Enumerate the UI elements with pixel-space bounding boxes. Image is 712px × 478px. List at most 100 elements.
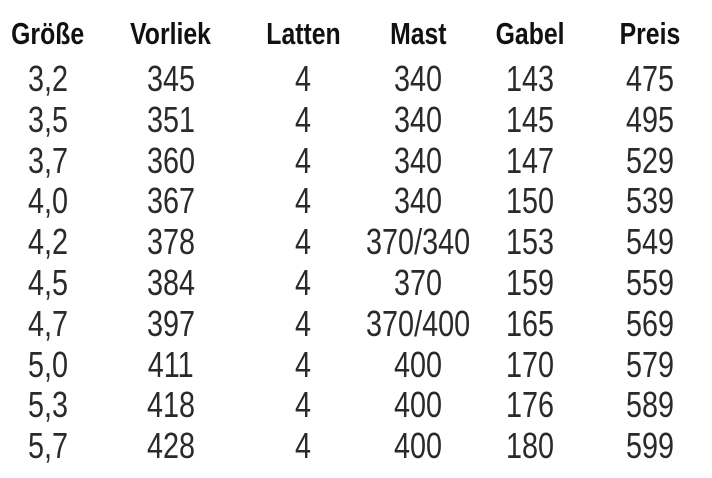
cell-gabel: 153 — [460, 222, 600, 262]
cell-value: 400 — [393, 343, 443, 385]
cell-groesse: 3,5 — [0, 98, 118, 140]
cell-value: 549 — [625, 221, 675, 263]
cell-value: 159 — [505, 262, 555, 303]
cell-value: 4,2 — [27, 221, 69, 263]
cell-value: 4,7 — [27, 302, 69, 344]
cell-value: 397 — [146, 302, 196, 344]
cell-value: 370/400 — [365, 302, 471, 344]
cell-value: 589 — [625, 384, 675, 426]
cell-preis: 579 — [580, 343, 712, 385]
cell-preis: 529 — [580, 139, 712, 181]
header-mast: Mast — [348, 14, 488, 54]
header-preis: Preis — [580, 14, 712, 54]
cell-vorliek: 384 — [101, 263, 241, 303]
cell-value: 495 — [625, 98, 675, 140]
cell-vorliek: 367 — [101, 181, 241, 221]
cell-groesse: 4,7 — [0, 302, 118, 344]
cell-value: 345 — [146, 58, 196, 99]
cell-preis: 475 — [580, 59, 712, 99]
cell-value: 367 — [146, 180, 196, 222]
cell-value: 529 — [625, 139, 675, 181]
header-label: Mast — [389, 16, 447, 51]
cell-value: 4 — [294, 98, 312, 140]
cell-latten: 4 — [233, 140, 373, 181]
cell-value: 539 — [625, 180, 675, 222]
table-row: 5,7 428 4 400 180 599 — [0, 426, 712, 466]
cell-value: 147 — [505, 139, 555, 181]
cell-value: 4 — [294, 58, 312, 99]
cell-gabel: 159 — [460, 263, 600, 303]
cell-latten: 4 — [233, 385, 373, 425]
cell-value: 360 — [146, 139, 196, 181]
cell-value: 4 — [294, 302, 312, 344]
table-row: 3,5 351 4 340 145 495 — [0, 98, 712, 140]
cell-preis: 559 — [580, 263, 712, 303]
header-groesse: Größe — [0, 14, 118, 54]
header-gabel: Gabel — [460, 14, 600, 54]
cell-groesse: 3,7 — [0, 139, 118, 181]
header-label: Größe — [11, 16, 85, 51]
cell-value: 428 — [146, 425, 196, 467]
cell-latten: 4 — [233, 181, 373, 221]
cell-value: 340 — [393, 180, 443, 222]
cell-mast: 370/340 — [348, 222, 488, 262]
cell-mast: 400 — [348, 385, 488, 425]
cell-value: 3,7 — [27, 139, 69, 181]
cell-value: 411 — [148, 343, 194, 385]
cell-preis: 569 — [580, 303, 712, 344]
header-label: Latten — [265, 16, 341, 51]
cell-value: 145 — [505, 98, 555, 140]
cell-vorliek: 411 — [101, 343, 241, 385]
cell-groesse: 4,5 — [0, 263, 118, 303]
cell-value: 153 — [505, 221, 555, 263]
cell-value: 378 — [146, 221, 196, 263]
table-row: 4,0 367 4 340 150 539 — [0, 181, 712, 221]
cell-value: 4,0 — [27, 180, 69, 222]
table-row: 5,0 411 4 400 170 579 — [0, 343, 712, 385]
cell-value: 418 — [146, 384, 196, 426]
cell-vorliek: 397 — [101, 302, 241, 344]
table-row: 3,7 360 4 340 147 529 — [0, 139, 712, 181]
cell-latten: 4 — [233, 263, 373, 303]
cell-value: 340 — [393, 98, 443, 140]
cell-value: 4 — [294, 262, 312, 303]
cell-value: 370 — [393, 262, 443, 303]
cell-latten: 4 — [233, 426, 373, 466]
cell-value: 384 — [146, 262, 196, 303]
cell-mast: 340 — [348, 140, 488, 181]
cell-vorliek: 351 — [101, 98, 241, 140]
cell-gabel: 143 — [460, 59, 600, 99]
cell-value: 176 — [505, 384, 555, 426]
cell-value: 400 — [393, 384, 443, 426]
cell-vorliek: 360 — [101, 139, 241, 181]
table-header-row: Größe Vorliek Latten Mast Gabel Preis — [0, 14, 712, 54]
cell-value: 143 — [505, 58, 555, 99]
cell-vorliek: 345 — [101, 59, 241, 99]
cell-value: 475 — [625, 58, 675, 99]
cell-gabel: 165 — [460, 302, 600, 344]
cell-preis: 495 — [580, 98, 712, 140]
cell-gabel: 147 — [460, 139, 600, 181]
cell-value: 4 — [294, 180, 312, 222]
cell-gabel: 180 — [460, 426, 600, 466]
cell-value: 3,5 — [27, 98, 69, 140]
cell-gabel: 170 — [460, 344, 600, 385]
cell-groesse: 5,7 — [0, 426, 118, 466]
cell-vorliek: 418 — [101, 385, 241, 425]
cell-value: 165 — [505, 302, 555, 344]
header-vorliek: Vorliek — [101, 14, 241, 54]
cell-gabel: 176 — [460, 385, 600, 425]
cell-preis: 549 — [580, 222, 712, 262]
table-row: 3,2 345 4 340 143 475 — [0, 59, 712, 99]
table-row: 4,2 378 4 370/340 153 549 — [0, 222, 712, 262]
cell-mast: 400 — [348, 343, 488, 385]
cell-preis: 539 — [580, 181, 712, 221]
cell-value: 579 — [625, 343, 675, 385]
cell-groesse: 5,0 — [0, 344, 118, 385]
cell-value: 351 — [146, 98, 196, 140]
cell-mast: 400 — [348, 426, 488, 466]
cell-vorliek: 428 — [101, 426, 241, 466]
cell-value: 4 — [294, 384, 312, 426]
header-label: Preis — [619, 16, 681, 51]
cell-groesse: 5,3 — [0, 385, 118, 425]
